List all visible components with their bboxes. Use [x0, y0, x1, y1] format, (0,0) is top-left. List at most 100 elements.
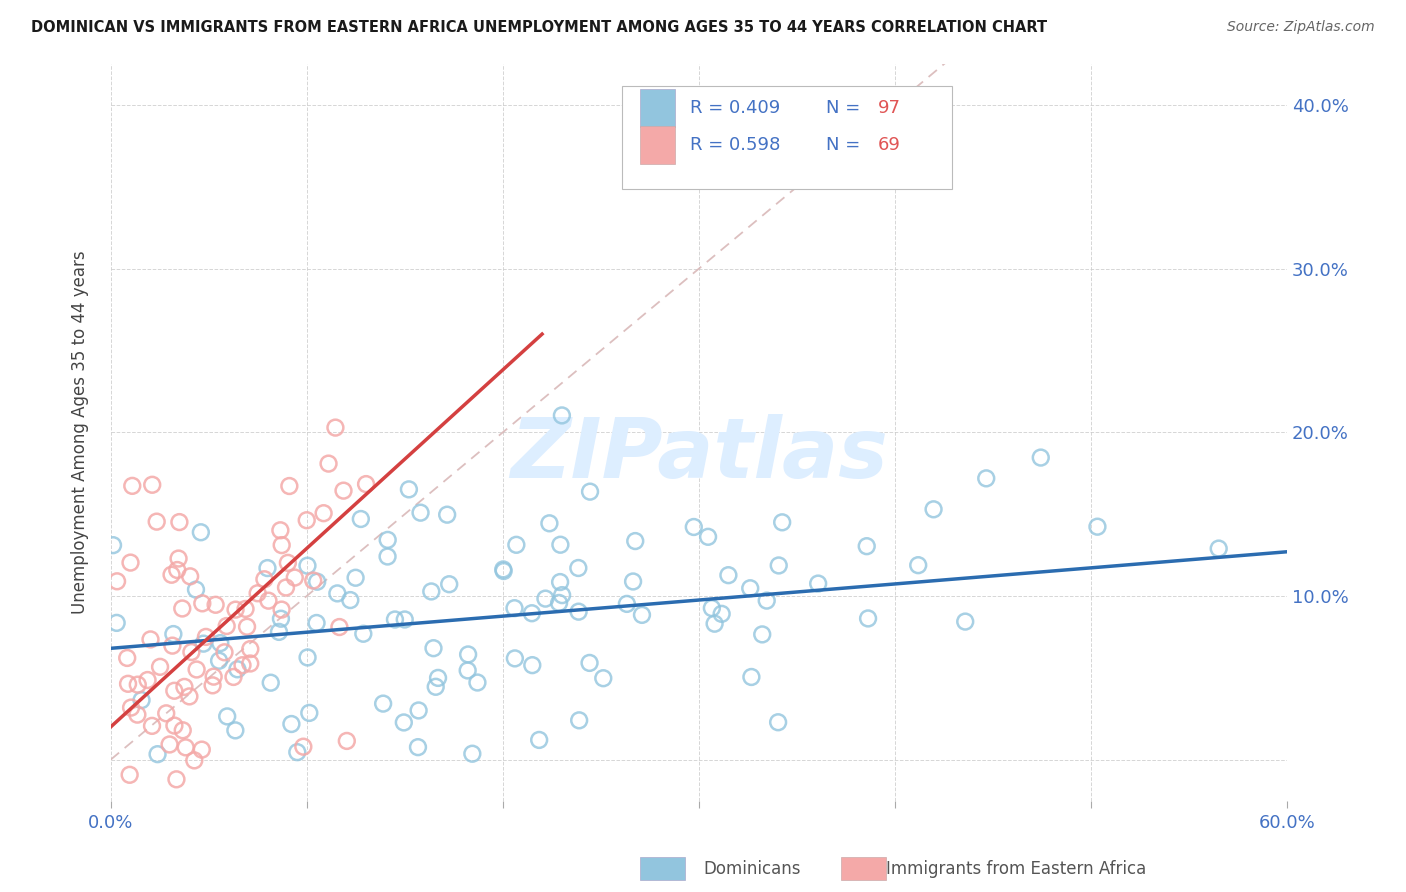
Point: [136, 673, 159, 687]
Point: [235, 602, 257, 616]
Point: [180, 645, 202, 659]
Point: [174, 740, 197, 755]
Point: [717, 568, 740, 582]
Point: [183, 753, 205, 767]
Point: [856, 611, 879, 625]
Point: [751, 627, 773, 641]
Point: [225, 602, 247, 616]
Point: [139, 632, 162, 647]
Point: [578, 656, 600, 670]
Point: [190, 525, 212, 540]
Point: [297, 558, 319, 573]
Point: [284, 570, 307, 584]
Point: [305, 615, 328, 630]
Point: [285, 745, 308, 759]
Point: [141, 477, 163, 491]
Point: [239, 657, 262, 671]
Point: [807, 576, 830, 591]
Point: [398, 483, 420, 497]
Point: [274, 581, 297, 595]
Point: [298, 706, 321, 720]
Point: [922, 502, 945, 516]
Point: [208, 654, 231, 668]
Point: [307, 574, 329, 589]
Point: [149, 660, 172, 674]
Point: [160, 567, 183, 582]
Point: [326, 586, 349, 600]
Point: [527, 733, 550, 747]
Point: [505, 538, 527, 552]
Point: [141, 719, 163, 733]
Point: [354, 477, 377, 491]
Point: [350, 512, 373, 526]
Point: [172, 723, 194, 738]
Point: [768, 558, 790, 573]
Point: [214, 645, 236, 659]
Point: [568, 605, 591, 619]
Point: [855, 539, 877, 553]
Text: 69: 69: [877, 136, 901, 154]
Point: [503, 651, 526, 665]
Point: [302, 574, 325, 588]
Point: [1087, 519, 1109, 533]
Point: [146, 747, 169, 761]
Point: [118, 768, 141, 782]
Point: [270, 602, 292, 616]
Point: [162, 639, 184, 653]
Point: [339, 593, 361, 607]
Text: DOMINICAN VS IMMIGRANTS FROM EASTERN AFRICA UNEMPLOYMENT AMONG AGES 35 TO 44 YEA: DOMINICAN VS IMMIGRANTS FROM EASTERN AFR…: [31, 20, 1047, 35]
Point: [631, 607, 654, 622]
Point: [522, 658, 544, 673]
Point: [280, 717, 302, 731]
Point: [332, 483, 354, 498]
Point: [202, 670, 225, 684]
Point: [766, 715, 789, 730]
Point: [101, 538, 124, 552]
Point: [328, 620, 350, 634]
Point: [740, 670, 762, 684]
Point: [163, 718, 186, 732]
Point: [224, 723, 246, 738]
Point: [260, 675, 283, 690]
Point: [193, 637, 215, 651]
Point: [253, 572, 276, 586]
Point: [120, 700, 142, 714]
Point: [755, 593, 778, 607]
Point: [461, 747, 484, 761]
Point: [616, 597, 638, 611]
Point: [420, 584, 443, 599]
Point: [236, 620, 259, 634]
Point: [269, 523, 291, 537]
Point: [551, 588, 574, 602]
Point: [179, 690, 201, 704]
Point: [503, 601, 526, 615]
Point: [740, 581, 762, 595]
Point: [344, 571, 367, 585]
Y-axis label: Unemployment Among Ages 35 to 44 years: Unemployment Among Ages 35 to 44 years: [72, 251, 89, 614]
Bar: [640, 89, 675, 128]
Point: [184, 582, 207, 597]
Point: [115, 651, 138, 665]
Point: [467, 675, 489, 690]
Point: [425, 680, 447, 694]
Point: [226, 662, 249, 676]
Point: [215, 619, 238, 633]
Point: [955, 615, 977, 629]
Point: [318, 457, 340, 471]
Point: [427, 671, 450, 685]
Point: [277, 556, 299, 570]
Point: [551, 409, 574, 423]
Point: [173, 680, 195, 694]
Point: [409, 506, 432, 520]
Point: [548, 575, 571, 590]
Point: [194, 630, 217, 644]
Point: [127, 707, 149, 722]
Point: [624, 534, 647, 549]
Point: [548, 596, 571, 610]
Point: [105, 615, 128, 630]
Text: Source: ZipAtlas.com: Source: ZipAtlas.com: [1227, 20, 1375, 34]
Point: [162, 627, 184, 641]
Point: [697, 530, 720, 544]
Text: Dominicans: Dominicans: [703, 860, 800, 878]
Point: [710, 607, 733, 621]
